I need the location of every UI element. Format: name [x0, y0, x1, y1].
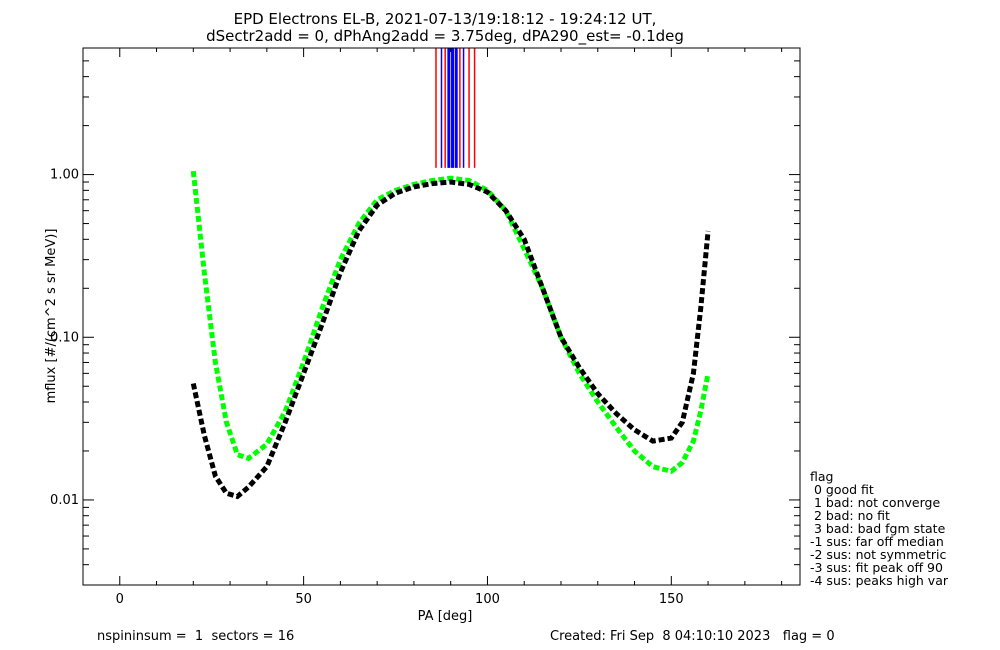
legend-entry: 0 good fit: [810, 482, 874, 497]
x-tick-label: 100: [475, 592, 500, 607]
x-tick-label: 150: [659, 592, 684, 607]
fit-curve: [190, 179, 711, 500]
axis-layer: 0 50 100 150 0.01 0.10 1.00: [50, 47, 800, 607]
y-axis-label: mflux [#/(cm^2 s sr MeV)]: [44, 229, 59, 404]
legend-title: flag: [810, 469, 833, 484]
legend-entry: -3 sus: fit peak off 90: [810, 560, 943, 575]
legend: flag 0 good fit 1 bad: not converge 2 ba…: [810, 469, 949, 588]
y-tick-label: 1.00: [50, 168, 79, 183]
footer-left: nspininsum = 1 sectors = 16: [97, 629, 294, 644]
legend-entry: 3 bad: bad fgm state: [810, 521, 946, 536]
legend-entry: -4 sus: peaks high var: [810, 573, 949, 588]
footer-right: Created: Fri Sep 8 04:10:10 2023 flag = …: [550, 629, 835, 644]
legend-entry: 1 bad: not converge: [810, 495, 940, 510]
legend-entry: -2 sus: not symmetric: [810, 547, 946, 562]
chart-title: EPD Electrons EL-B, 2021-07-13/19:18:12 …: [234, 10, 657, 28]
fit-curve: [190, 170, 711, 475]
x-axis-label: PA [deg]: [418, 609, 473, 624]
legend-entry: -1 sus: far off median: [810, 534, 944, 549]
chart-subtitle: dSectr2add = 0, dPhAng2add = 3.75deg, dP…: [206, 27, 684, 46]
legend-entry: 2 bad: no fit: [810, 508, 890, 523]
plot-frame: [82, 47, 801, 586]
y-tick-label: 0.10: [50, 330, 79, 345]
y-tick-label: 0.01: [50, 493, 79, 508]
data-layer: [190, 48, 711, 500]
x-tick-label: 0: [116, 592, 124, 607]
x-tick-label: 50: [295, 592, 312, 607]
